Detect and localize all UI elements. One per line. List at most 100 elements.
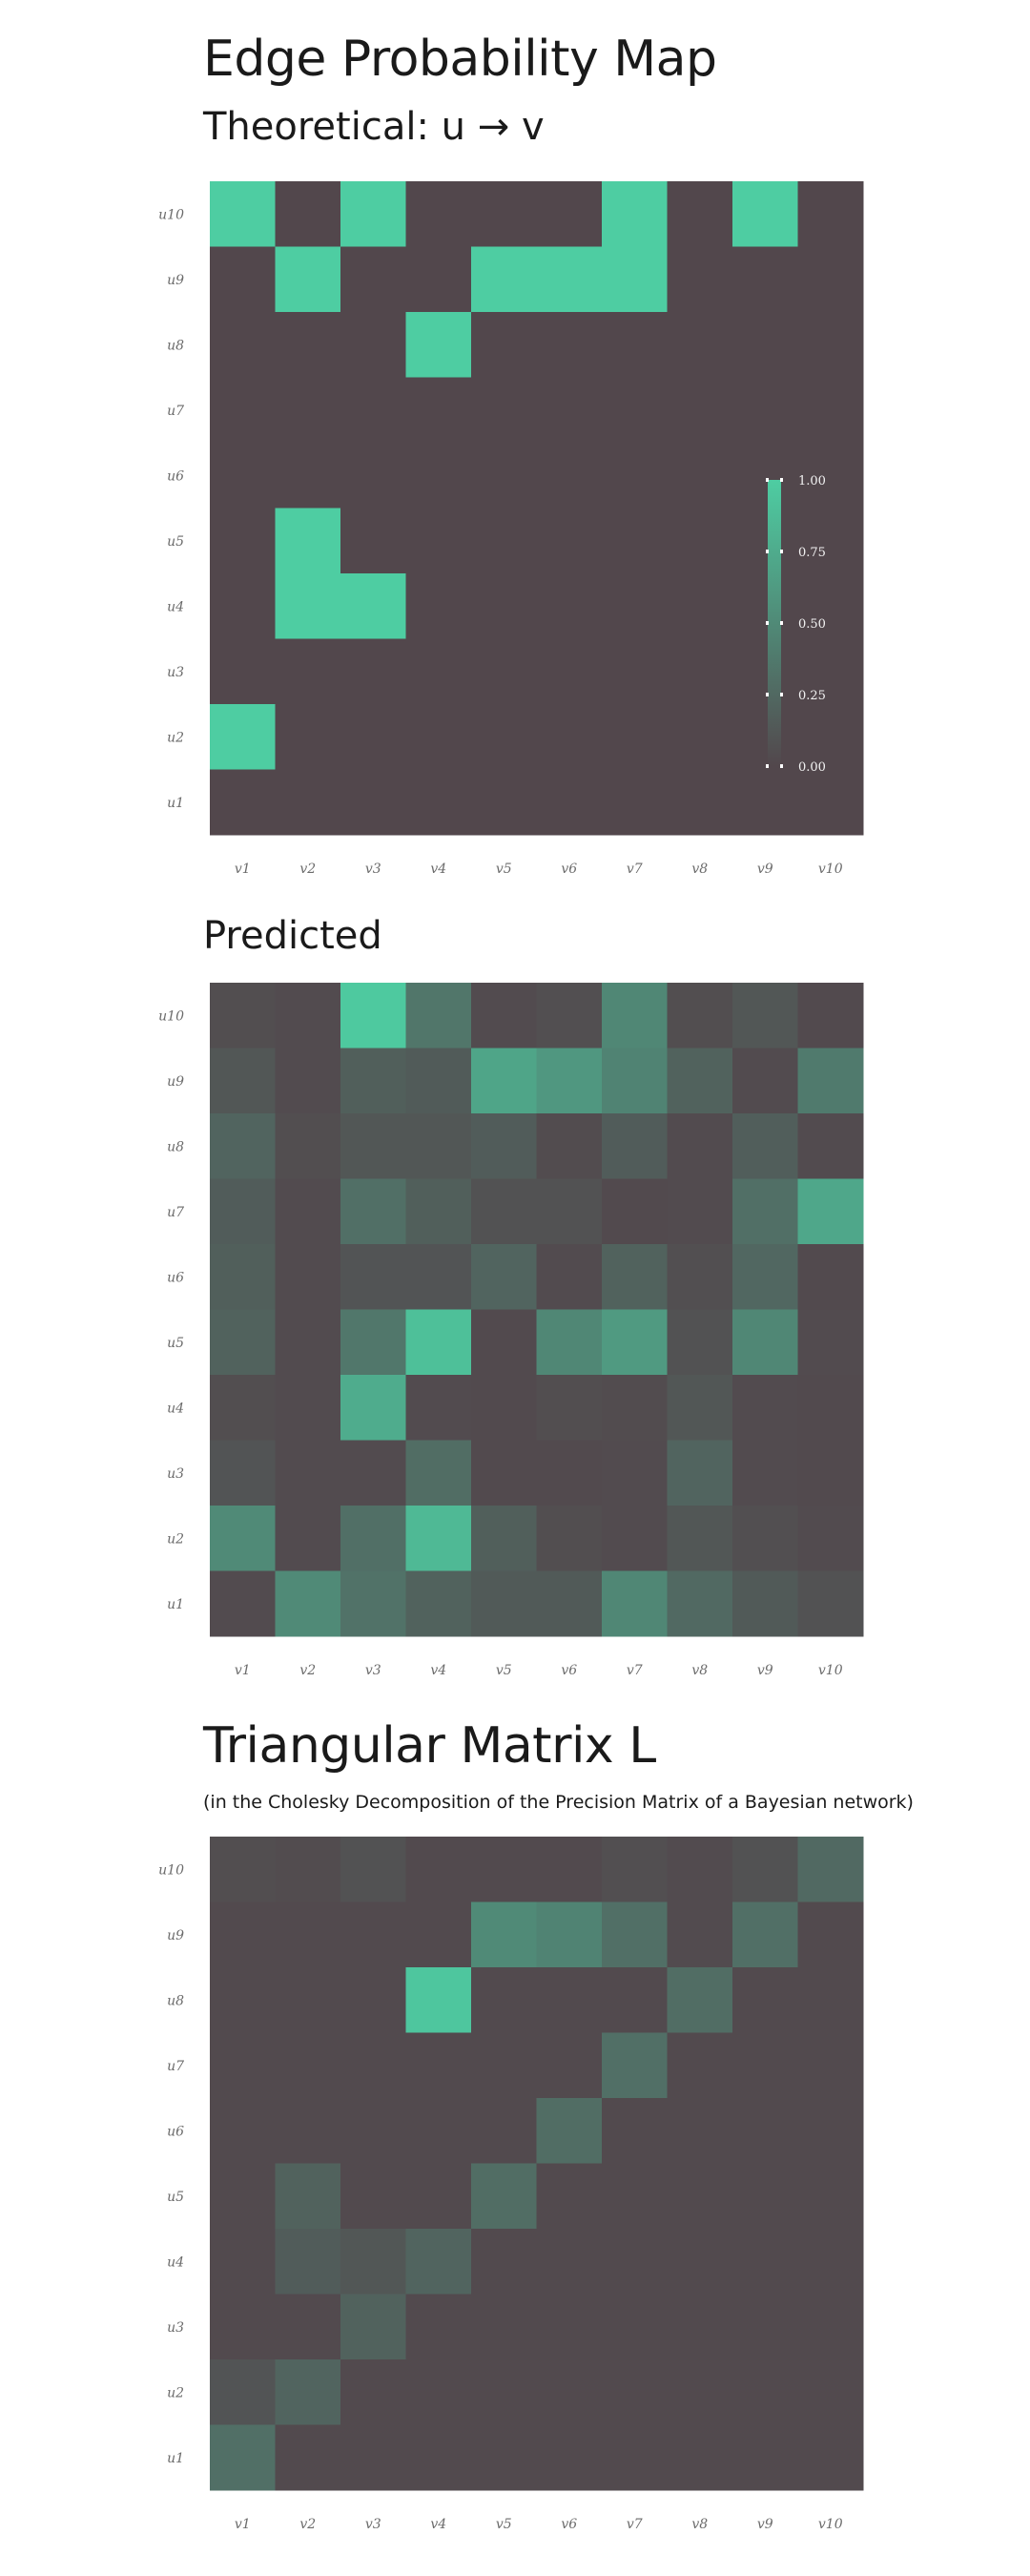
y-tick-label: u2 xyxy=(167,730,184,745)
triangular-heatmap: u10 u9 u8 u7 u6 u5 u4 u3 u2 u1 v1 v2 v3 v4 v5 v6 v7 v8 v9 v… xyxy=(158,1837,864,2532)
triangular-chart-title: Triangular Matrix L xyxy=(203,1717,656,1775)
heatmap-cell xyxy=(471,1440,538,1506)
heatmap-cell xyxy=(536,2229,603,2296)
x-tick-label: v10 xyxy=(818,862,843,877)
heatmap-cell xyxy=(667,1901,733,1968)
heatmap-cell xyxy=(471,1570,538,1637)
heatmap-cell xyxy=(732,2098,799,2165)
y-tick-label: u8 xyxy=(167,1139,184,1154)
heatmap-cell xyxy=(210,1440,277,1506)
heatmap-cell xyxy=(732,2163,799,2230)
heatmap-cell xyxy=(405,246,472,313)
heatmap-cell xyxy=(471,2359,538,2426)
heatmap-cell xyxy=(667,1113,733,1180)
heatmap-cell xyxy=(210,1570,277,1637)
y-tick-label: u4 xyxy=(167,1401,184,1416)
x-tick-label: v7 xyxy=(627,862,643,877)
y-tick-label: u8 xyxy=(167,1993,184,2008)
heatmap-cell xyxy=(275,573,341,640)
heatmap-cell xyxy=(210,1837,277,1903)
legend-tick-mark xyxy=(766,621,769,625)
legend-tick-mark xyxy=(780,550,783,553)
heatmap-grid xyxy=(210,1837,864,2491)
heatmap-cell xyxy=(732,2359,799,2426)
heatmap-cell xyxy=(275,443,341,509)
y-tick-label: u5 xyxy=(167,534,184,550)
heatmap-cell xyxy=(536,1375,603,1442)
heatmap-cell xyxy=(471,1244,538,1311)
heatmap-cell xyxy=(471,2424,538,2491)
heatmap-cell xyxy=(471,1113,538,1180)
y-tick-label: u7 xyxy=(167,2059,184,2074)
heatmap-cell xyxy=(536,638,603,705)
heatmap-cell xyxy=(405,1309,472,1376)
y-tick-label: u2 xyxy=(167,2385,184,2400)
predicted-chart-title: Predicted xyxy=(203,914,382,958)
heatmap-cell xyxy=(732,508,799,574)
heatmap-cell xyxy=(210,704,277,771)
heatmap-cell xyxy=(667,1837,733,1903)
heatmap-cell xyxy=(340,1309,407,1376)
y-tick-label: u7 xyxy=(167,404,184,419)
heatmap-cell xyxy=(210,2098,277,2165)
y-tick-label: u6 xyxy=(167,1270,184,1285)
heatmap-cell xyxy=(732,1570,799,1637)
heatmap-cell xyxy=(340,2294,407,2360)
heatmap-cell xyxy=(405,312,472,379)
heatmap-cell xyxy=(602,1901,669,1968)
heatmap-cell xyxy=(405,983,472,1049)
heatmap-cell xyxy=(275,1375,341,1442)
heatmap-cell xyxy=(340,1113,407,1180)
heatmap-cell xyxy=(536,1244,603,1311)
x-tick-label: v4 xyxy=(430,1663,446,1678)
x-tick-label: v3 xyxy=(365,1663,381,1678)
heatmap-cell xyxy=(471,638,538,705)
heatmap-cell xyxy=(210,1901,277,1968)
x-tick-label: v3 xyxy=(365,862,381,877)
heatmap-cell xyxy=(602,2359,669,2426)
heatmap-cell xyxy=(210,983,277,1049)
heatmap-cell xyxy=(275,1837,341,1903)
heatmap-cell xyxy=(275,1570,341,1637)
y-tick-label: u5 xyxy=(167,2190,184,2205)
heatmap-cell xyxy=(210,1244,277,1311)
heatmap-cell xyxy=(210,1506,277,1572)
heatmap-cell xyxy=(602,769,669,836)
heatmap-cell xyxy=(797,443,864,509)
heatmap-cell xyxy=(275,638,341,705)
y-tick-label: u1 xyxy=(167,796,184,811)
heatmap-cell xyxy=(536,2163,603,2230)
heatmap-cell xyxy=(340,1901,407,1968)
heatmap-cell xyxy=(340,1837,407,1903)
heatmap-cell xyxy=(405,2424,472,2491)
heatmap-cell xyxy=(210,2032,277,2099)
heatmap-cell xyxy=(536,2424,603,2491)
heatmap-cell xyxy=(340,1570,407,1637)
heatmap-cell xyxy=(602,638,669,705)
legend-tick-mark xyxy=(780,621,783,625)
heatmap-cell xyxy=(732,1901,799,1968)
x-tick-label: v1 xyxy=(235,1663,251,1678)
heatmap-cell xyxy=(536,1440,603,1506)
y-tick-label: u9 xyxy=(167,1928,184,1943)
heatmap-cell xyxy=(340,1440,407,1506)
legend-tick-mark xyxy=(766,478,769,482)
heatmap-cell xyxy=(340,573,407,640)
heatmap-cell xyxy=(667,638,733,705)
heatmap-cell xyxy=(667,443,733,509)
heatmap-cell xyxy=(340,246,407,313)
heatmap-cell xyxy=(536,1967,603,2034)
heatmap-cell xyxy=(602,377,669,444)
heatmap-cell xyxy=(405,181,472,248)
heatmap-cell xyxy=(667,2032,733,2099)
y-tick-label: u7 xyxy=(167,1205,184,1220)
x-tick-label: v9 xyxy=(757,1663,773,1678)
heatmap-cell xyxy=(471,508,538,574)
heatmap-cell xyxy=(667,312,733,379)
heatmap-cell xyxy=(405,1375,472,1442)
heatmap-cell xyxy=(275,1178,341,1245)
heatmap-cell xyxy=(340,508,407,574)
heatmap-cell xyxy=(405,2163,472,2230)
heatmap-cell xyxy=(471,443,538,509)
heatmap-cell xyxy=(602,1375,669,1442)
